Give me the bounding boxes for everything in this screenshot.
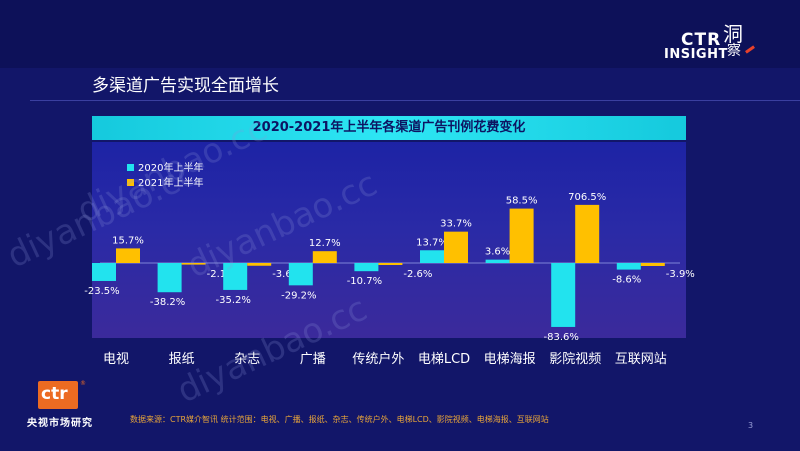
data-label: -23.5%: [84, 286, 119, 297]
data-label: -83.6%: [544, 332, 579, 343]
bar-s2021-7: [509, 208, 534, 263]
bar-s2020-3: [223, 263, 248, 290]
data-label: -2.1%: [207, 269, 236, 280]
ctr-logo-text: ctr: [41, 384, 68, 404]
category-label: 报纸: [169, 352, 195, 367]
registered-mark: ®: [80, 380, 86, 387]
ctr-insight-logo-char-1: 洞: [723, 22, 743, 46]
bar-s2020-2: [157, 263, 182, 293]
bar-s2020-7: [485, 259, 510, 263]
ctr-insight-logo-insight: INSIGHT: [664, 47, 728, 62]
category-label: 电梯LCD: [418, 352, 470, 367]
data-label: 15.7%: [112, 235, 144, 246]
legend-label: 2020年上半年: [138, 161, 203, 174]
bar-s2021-6: [444, 231, 468, 263]
header-band: [0, 0, 800, 68]
ctr-logo: [38, 381, 78, 409]
legend-swatch: [127, 164, 134, 171]
category-label: 互联网站: [615, 352, 667, 367]
data-label: -10.7%: [347, 276, 382, 287]
data-label: -2.6%: [403, 269, 432, 280]
bar-s2020-1: [92, 263, 116, 281]
category-label: 电视: [103, 352, 129, 367]
category-label: 电梯海报: [484, 352, 536, 367]
data-source-note: 数据来源：CTR媒介智讯 统计范围：电视、广播、报纸、杂志、传统户外、电梯LCD…: [130, 415, 549, 424]
bar-s2020-8: [551, 263, 576, 327]
bar-s2021-1: [116, 248, 140, 263]
data-label: 58.5%: [506, 196, 538, 207]
data-label: 3.6%: [485, 247, 510, 258]
ctr-insight-logo-ctr: CTR: [681, 30, 722, 50]
data-label: -3.9%: [666, 269, 695, 280]
data-label: 33.7%: [440, 219, 472, 230]
data-label: 12.7%: [309, 238, 341, 249]
bar-s2021-8: [575, 204, 600, 263]
legend-swatch: [127, 179, 134, 186]
category-label: 杂志: [234, 352, 260, 367]
ctr-logo-caption: 央视市场研究: [27, 418, 93, 429]
bar-s2020-5: [354, 263, 379, 272]
data-label: -38.2%: [150, 297, 185, 308]
data-label: 13.7%: [416, 237, 448, 248]
bar-s2021-5: [378, 263, 403, 265]
legend-label: 2021年上半年: [138, 176, 203, 189]
bar-s2020-4: [288, 263, 313, 286]
bar-s2021-9: [640, 263, 665, 266]
chart-title: 2020-2021年上半年各渠道广告刊例花费变化: [92, 116, 686, 140]
data-label: -29.2%: [281, 290, 316, 301]
slide-title: 多渠道广告实现全面增长: [92, 76, 279, 96]
category-label: 影院视频: [549, 352, 601, 367]
ctr-insight-logo-char-2: 察: [727, 43, 741, 59]
bar-s2021-4: [312, 251, 337, 263]
category-label: 广播: [300, 352, 326, 367]
data-label: 706.5%: [568, 192, 606, 203]
category-label: 传统户外: [352, 351, 404, 367]
bar-s2021-2: [181, 263, 206, 265]
title-divider: [30, 100, 800, 101]
bar-s2021-3: [247, 263, 272, 266]
data-label: -35.2%: [216, 295, 251, 306]
data-label: -8.6%: [612, 275, 641, 286]
bar-s2020-9: [616, 263, 641, 270]
bar-s2020-6: [420, 250, 444, 263]
page-number: 3: [748, 421, 754, 430]
data-label: -3.6%: [272, 269, 301, 280]
